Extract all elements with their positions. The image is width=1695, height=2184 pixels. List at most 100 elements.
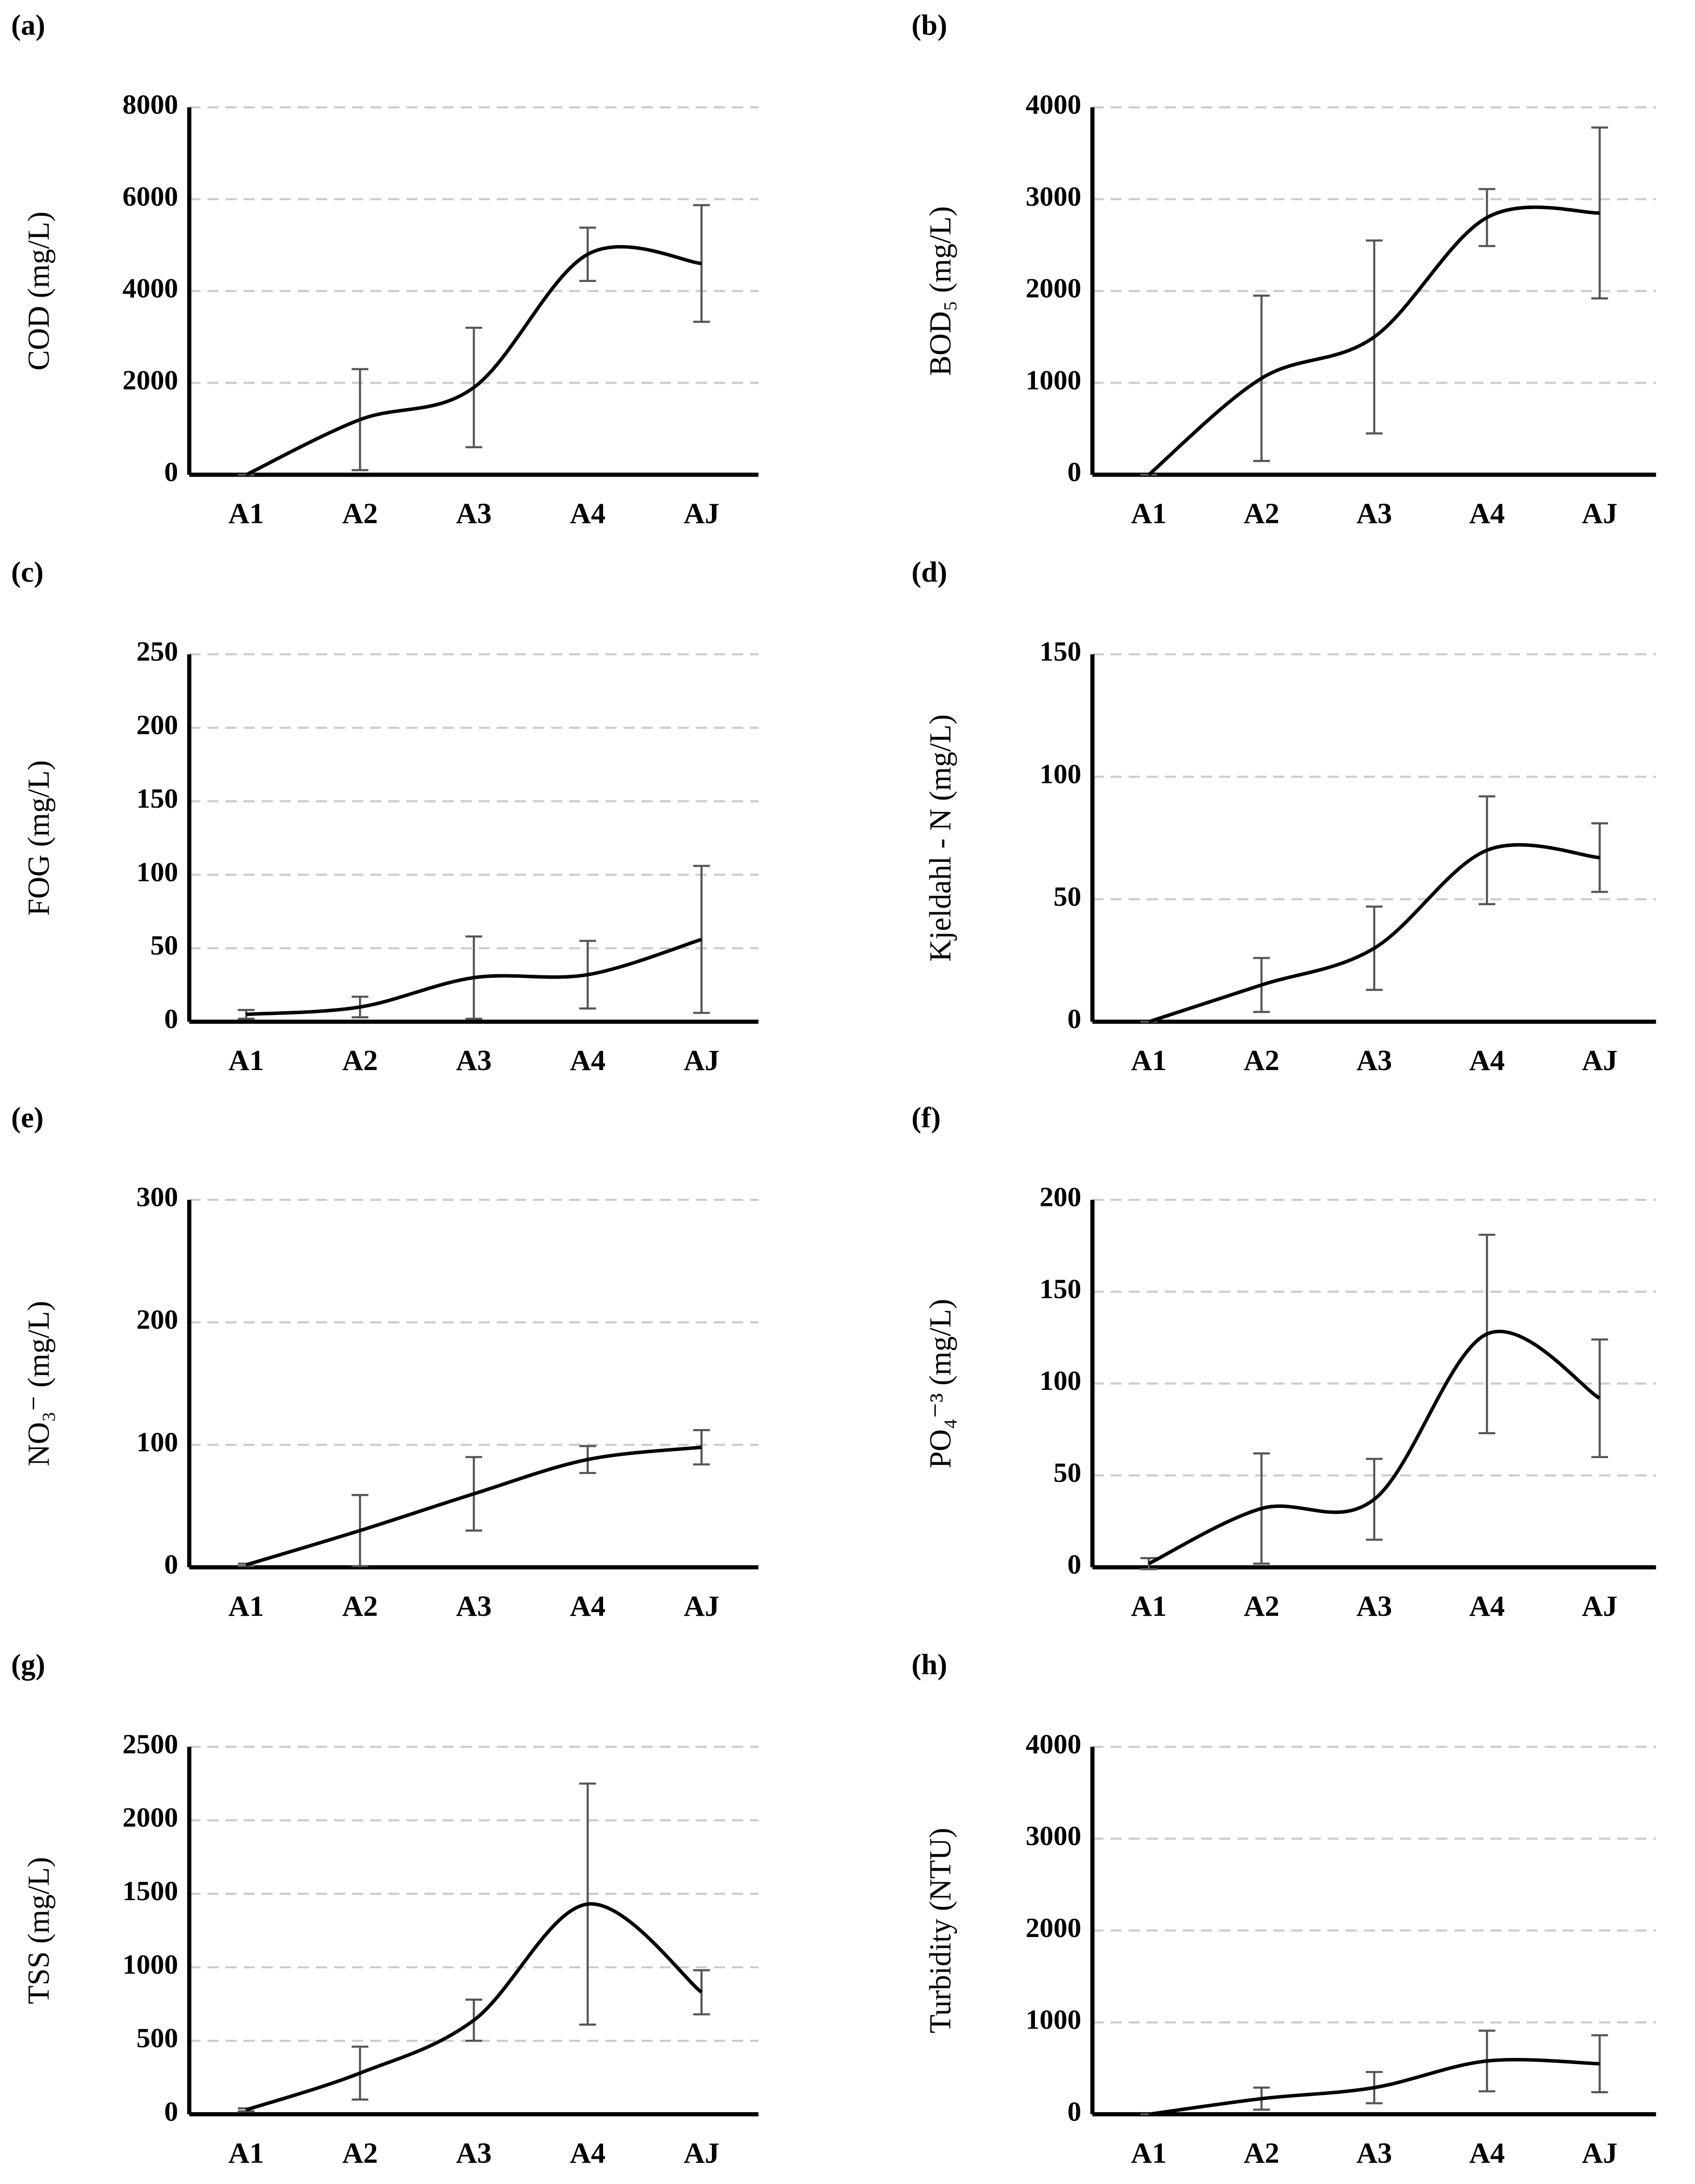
x-tick-label: AJ [684,497,720,530]
x-tick-label: A3 [456,1590,492,1622]
y-tick-label: 8000 [122,89,178,120]
y-axis-label: COD (mg/L) [22,211,56,371]
x-tick-label: A2 [1244,497,1280,530]
y-tick-label: 500 [136,2022,178,2053]
y-tick-label: 0 [1068,1549,1082,1580]
y-tick-label: 300 [136,1182,178,1212]
panel: (c) FOG (mg/L) 0 50 100 150 200 250 A1 A2 A3 A4 AJ [11,556,759,1077]
y-tick-label: 6000 [122,181,178,211]
x-tick-label: A4 [1469,1044,1505,1077]
x-tick-label: A3 [456,497,492,530]
y-tick-label: 1500 [122,1875,178,1906]
y-tick-label: 3000 [1026,1820,1081,1851]
panel: (h) Turbidity (NTU) 0 1000 2000 3000 4000 A1 A2 A… [912,1648,1656,2169]
y-tick-label: 200 [136,710,178,740]
y-tick-label: 100 [136,1426,178,1457]
x-tick-label: A1 [1131,2136,1167,2169]
panel: (a) COD (mg/L) 0 2000 4000 6000 8000 A1 A2 A3 A4 AJ [11,8,759,530]
data-line [1148,1330,1601,1565]
x-tick-label: A1 [1131,1044,1167,1077]
y-tick-label: 200 [1040,1182,1081,1212]
panel-label: (b) [912,8,948,41]
panel: (g) TSS (mg/L) 0 500 1000 1500 2000 2500 A1 A2 A3 A… [11,1648,759,2169]
x-tick-label: A3 [1357,1590,1393,1622]
y-tick-label: 2000 [122,365,178,395]
y-axis-label: BOD₅ (mg/L) [924,206,957,376]
y-tick-label: 0 [1068,457,1082,487]
y-tick-label: 50 [1054,1457,1082,1488]
x-tick-label: AJ [1582,2136,1618,2169]
y-tick-label: 3000 [1026,181,1081,211]
panel-label: (a) [11,8,45,41]
x-tick-label: A4 [1469,497,1505,530]
x-tick-label: A2 [1244,1044,1280,1077]
x-tick-label: A2 [342,1590,378,1622]
error-bar [1140,1557,1157,1571]
x-tick-label: A2 [1244,1590,1280,1622]
y-axis-label: NO₃⁻ (mg/L) [22,1301,56,1466]
panel-label: (c) [11,556,43,588]
y-tick-label: 250 [136,636,178,667]
y-tick-label: 1000 [1026,2004,1081,2035]
panel: (f) PO₄⁻³ (mg/L) 0 50 100 150 200 A1 A2 A3 A4 AJ [912,1101,1656,1622]
y-tick-label: 0 [164,1549,178,1580]
data-line [1147,205,1600,476]
y-tick-label: 100 [1040,758,1081,789]
x-tick-label: A1 [228,1044,264,1077]
y-tick-label: 4000 [1026,89,1081,120]
error-bar [1591,1338,1608,1458]
x-tick-label: AJ [684,1044,720,1077]
x-tick-label: A2 [342,1044,378,1077]
data-line [245,245,702,477]
x-tick-label: A2 [342,497,378,530]
y-tick-label: 150 [136,783,178,814]
x-tick-label: A4 [1469,2136,1505,2169]
y-tick-label: 2000 [1026,1912,1081,1943]
x-tick-label: A1 [228,497,264,530]
x-tick-label: A2 [342,2136,378,2169]
y-tick-label: 150 [1040,1273,1081,1304]
y-tick-label: 2000 [1026,273,1081,303]
y-tick-label: 0 [164,1003,178,1034]
error-bar [238,1009,255,1020]
y-tick-label: 4000 [122,273,178,303]
x-tick-label: A1 [228,2136,264,2169]
y-tick-label: 150 [1040,636,1081,667]
x-tick-label: A2 [1244,2136,1280,2169]
y-axis-label: Kjeldahl - N (mg/L) [924,714,957,962]
y-tick-label: 0 [164,2096,178,2127]
x-tick-label: A4 [570,1590,606,1622]
panel: (e) NO₃⁻ (mg/L) 0 100 200 300 A1 A2 A3 A4 AJ [11,1101,759,1622]
panel-label: (d) [912,556,948,588]
y-tick-label: 0 [1068,1003,1082,1034]
data-line [1148,843,1600,1023]
x-tick-label: AJ [684,1590,720,1622]
x-tick-label: A3 [456,2136,492,2169]
y-tick-label: 100 [136,856,178,887]
x-tick-label: A1 [1131,1590,1167,1622]
y-axis-label: Turbidity (NTU) [924,1828,957,2033]
data-line [246,937,702,1016]
x-tick-label: A4 [570,1044,606,1077]
x-tick-label: AJ [1582,1590,1618,1622]
y-tick-label: 50 [150,930,178,961]
y-tick-label: 0 [1068,2096,1082,2127]
y-tick-label: 2000 [122,1802,178,1833]
panel-label: (h) [912,1648,948,1681]
x-tick-label: AJ [1582,1044,1618,1077]
data-line [246,1902,703,2112]
x-tick-label: A4 [570,497,606,530]
y-axis-label: FOG (mg/L) [22,760,56,916]
y-axis-label: PO₄⁻³ (mg/L) [924,1299,957,1468]
data-line [1148,2057,1600,2116]
y-axis-label: TSS (mg/L) [22,1857,56,2004]
x-tick-label: AJ [1582,497,1618,530]
y-tick-label: 1000 [1026,365,1081,395]
panel: (d) Kjeldahl - N (mg/L) 0 50 100 150 A1 A2 A3 A4 A… [912,556,1656,1077]
x-tick-label: A3 [1357,2136,1393,2169]
y-tick-label: 50 [1054,881,1082,912]
y-tick-label: 200 [136,1304,178,1335]
x-tick-label: A3 [1357,497,1393,530]
y-tick-label: 0 [164,457,178,487]
data-line [246,1445,702,1567]
